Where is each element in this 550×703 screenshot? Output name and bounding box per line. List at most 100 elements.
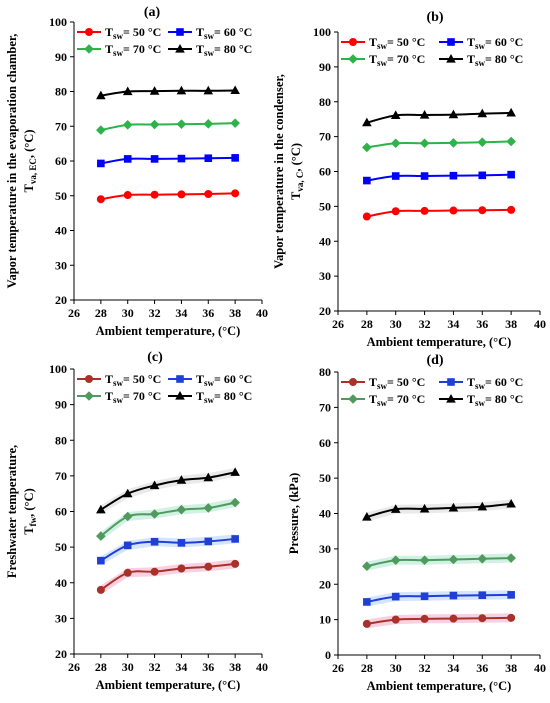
series-line bbox=[366, 208, 512, 218]
x-tick-label: 32 bbox=[419, 317, 431, 331]
data-point bbox=[176, 85, 187, 95]
data-point bbox=[204, 562, 213, 571]
series-2 bbox=[97, 534, 239, 566]
legend-entry-3: Tsw= 70 °C bbox=[77, 42, 161, 58]
legend-label-subscript: sw bbox=[113, 395, 124, 405]
legend-entry-2: Tsw= 60 °C bbox=[439, 375, 523, 391]
chart-panel-4: 0 10 20 30 40 50 60 70 80 26 28 30 32 34 36 38 40 Ambient… bbox=[287, 353, 546, 693]
x-tick-label: 26 bbox=[332, 317, 344, 331]
legend-label-value: = 70 °C bbox=[123, 389, 161, 403]
data-point bbox=[203, 472, 214, 482]
x-tick-label: 26 bbox=[68, 306, 80, 320]
panel-label: (d) bbox=[426, 353, 443, 368]
series-line bbox=[100, 89, 236, 97]
data-point bbox=[507, 205, 516, 214]
legend-label-subscript: sw bbox=[204, 378, 215, 388]
legend-label: Tsw= 70 °C bbox=[105, 389, 161, 405]
y-tick-label: 100 bbox=[49, 362, 67, 376]
y-tick-label: 90 bbox=[55, 50, 67, 64]
y-tick-label: 80 bbox=[55, 433, 67, 447]
legend-label-value: = 50 °C bbox=[387, 35, 425, 49]
x-tick-label: 40 bbox=[256, 306, 268, 320]
data-point bbox=[506, 498, 516, 508]
data-point bbox=[507, 591, 515, 599]
data-point bbox=[420, 614, 429, 623]
x-tick-label: 30 bbox=[390, 661, 402, 675]
y-axis-label-unit: , (°C) bbox=[22, 130, 36, 159]
data-point bbox=[231, 559, 240, 568]
data-point bbox=[449, 171, 458, 180]
panel-label: (a) bbox=[144, 5, 161, 20]
data-point bbox=[231, 535, 239, 543]
legend-label-value: = 50 °C bbox=[387, 375, 425, 389]
x-tick-label: 28 bbox=[95, 660, 107, 674]
legend-entry-2: Tsw= 60 °C bbox=[168, 372, 252, 388]
data-point bbox=[203, 119, 214, 129]
y-axis-label-symbol: T bbox=[22, 526, 36, 535]
data-point bbox=[204, 190, 213, 199]
legend-label-main: T bbox=[196, 25, 204, 39]
legend-label-main: T bbox=[196, 389, 204, 403]
data-point bbox=[449, 206, 458, 215]
y-axis-label-line1: Vapor temperature in the condenser, bbox=[272, 74, 286, 269]
data-point bbox=[506, 553, 516, 563]
y-tick-label: 70 bbox=[319, 400, 331, 414]
y-axis-label-symbol: T bbox=[22, 183, 36, 192]
legend-label-value: = 60 °C bbox=[214, 25, 252, 39]
data-point bbox=[203, 85, 214, 95]
data-point bbox=[122, 120, 133, 130]
legend-label-main: T bbox=[467, 52, 475, 66]
legend-swatch-marker bbox=[175, 44, 185, 53]
data-point bbox=[177, 539, 186, 547]
y-tick-label: 60 bbox=[55, 505, 67, 519]
data-point bbox=[230, 118, 240, 128]
series-1 bbox=[362, 613, 516, 629]
legend-entry-4: Tsw= 80 °C bbox=[168, 389, 252, 405]
data-point bbox=[477, 137, 488, 148]
data-point bbox=[419, 138, 430, 149]
legend-label-subscript: sw bbox=[113, 31, 124, 41]
data-point bbox=[122, 488, 133, 498]
y-tick-label: 40 bbox=[55, 576, 67, 590]
x-tick-label: 38 bbox=[505, 317, 517, 331]
data-point bbox=[96, 504, 106, 514]
data-point bbox=[507, 170, 515, 179]
y-tick-label: 40 bbox=[319, 234, 331, 248]
data-point bbox=[419, 555, 430, 565]
y-tick-label: 60 bbox=[55, 154, 67, 168]
legend-label-value: = 60 °C bbox=[485, 375, 523, 389]
series-line bbox=[100, 192, 236, 201]
legend-swatch-marker bbox=[349, 38, 357, 46]
data-point bbox=[420, 172, 429, 180]
legend-entry-1: Tsw= 50 °C bbox=[77, 372, 161, 388]
y-tick-label: 80 bbox=[319, 365, 331, 379]
legend-label-main: T bbox=[105, 25, 113, 39]
legend-label-main: T bbox=[369, 392, 377, 406]
data-point bbox=[97, 556, 105, 565]
x-axis-label: Ambient temperature, (°C) bbox=[96, 678, 241, 692]
y-tick-label: 80 bbox=[319, 95, 331, 109]
data-point bbox=[448, 138, 459, 148]
series-band bbox=[100, 534, 236, 566]
legend-label: Tsw= 60 °C bbox=[467, 35, 523, 51]
y-axis-label-unit: , (°C) bbox=[22, 488, 36, 517]
legend-label: Tsw= 50 °C bbox=[369, 35, 425, 51]
legend-label-main: T bbox=[105, 42, 113, 56]
data-point bbox=[506, 136, 516, 147]
legend-swatch-marker bbox=[84, 391, 94, 401]
data-point bbox=[122, 511, 133, 522]
data-point bbox=[362, 142, 372, 153]
x-tick-label: 30 bbox=[390, 317, 402, 331]
data-point bbox=[391, 615, 400, 624]
series-line bbox=[366, 140, 512, 149]
legend-swatch-marker bbox=[446, 54, 456, 63]
y-axis-label-subscript: fw bbox=[28, 516, 38, 526]
series-band bbox=[366, 499, 512, 522]
y-axis-label-line1: Vapor temperature in the evaporation cha… bbox=[5, 34, 19, 289]
data-point bbox=[363, 598, 371, 606]
series-4 bbox=[96, 85, 240, 100]
data-point bbox=[390, 555, 401, 565]
y-axis-label-symbol: T bbox=[289, 191, 303, 200]
y-tick-label: 30 bbox=[319, 269, 331, 283]
